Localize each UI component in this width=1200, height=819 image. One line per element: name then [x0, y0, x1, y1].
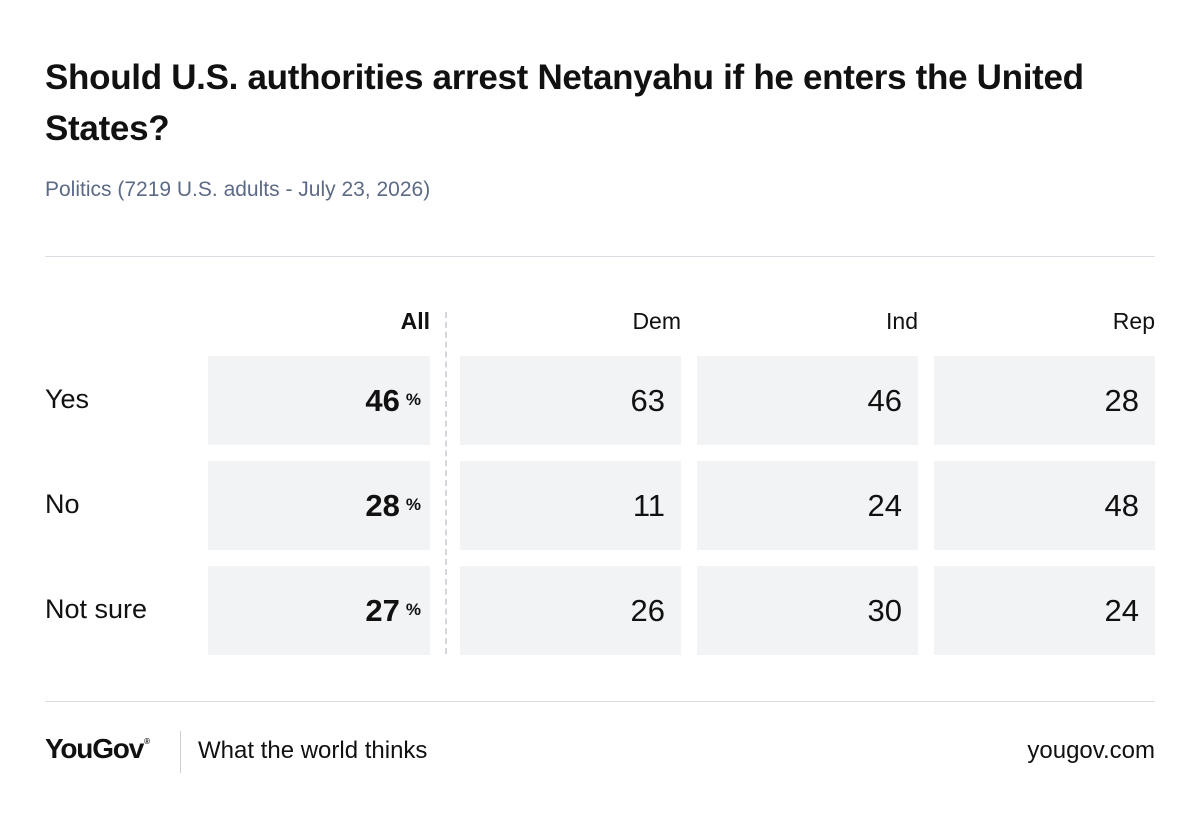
yougov-logo: YouGov®: [45, 733, 150, 765]
cell-not-sure-dem: 26: [460, 566, 681, 655]
value-label: 26: [630, 592, 665, 628]
row-label-yes: Yes: [45, 384, 90, 414]
column-header-rep: Rep: [1112, 308, 1155, 334]
top-divider: [45, 256, 1155, 257]
percent-sign: %: [405, 494, 421, 514]
value-label: 11: [632, 487, 665, 523]
row-label-no: No: [45, 489, 80, 519]
cell-not-sure-all: 27%: [208, 566, 430, 655]
value-label: 27: [365, 592, 400, 628]
percent-sign: %: [405, 599, 421, 619]
value-label: 30: [867, 592, 902, 628]
cell-no-all: 28%: [208, 461, 430, 550]
row-label-not-sure: Not sure: [45, 594, 148, 624]
chart-subtitle: Politics (7219 U.S. adults - July 23, 20…: [45, 178, 431, 201]
cell-yes-dem: 63: [460, 356, 681, 445]
cell-no-rep: 48: [934, 461, 1155, 550]
column-header-dem: Dem: [632, 308, 681, 334]
value-label: 28: [365, 487, 400, 523]
cell-yes-ind: 46: [697, 356, 918, 445]
percent-sign: %: [405, 389, 421, 409]
value-label: 28: [1104, 382, 1139, 418]
column-divider: [445, 312, 447, 654]
cell-yes-all: 46%: [208, 356, 430, 445]
chart-title: Should U.S. authorities arrest Netanyahu…: [45, 58, 1084, 148]
cell-not-sure-ind: 30: [697, 566, 918, 655]
value-label: 46: [365, 382, 400, 418]
column-header-all: All: [400, 308, 430, 334]
site-url: yougov.com: [1027, 737, 1155, 764]
tagline: What the world thinks: [198, 737, 428, 764]
column-header-ind: Ind: [886, 308, 918, 334]
value-label: 24: [867, 487, 902, 523]
cell-yes-rep: 28: [934, 356, 1155, 445]
logo-text: YouGov: [45, 733, 144, 764]
bottom-divider: [45, 701, 1155, 702]
value-label: 24: [1104, 592, 1139, 628]
logo-separator: [180, 731, 181, 773]
cell-no-ind: 24: [697, 461, 918, 550]
cell-no-dem: 11: [460, 461, 681, 550]
registered-mark: ®: [144, 737, 150, 746]
value-label: 48: [1104, 487, 1139, 523]
value-label: 63: [630, 382, 665, 418]
cell-not-sure-rep: 24: [934, 566, 1155, 655]
value-label: 46: [867, 382, 902, 418]
